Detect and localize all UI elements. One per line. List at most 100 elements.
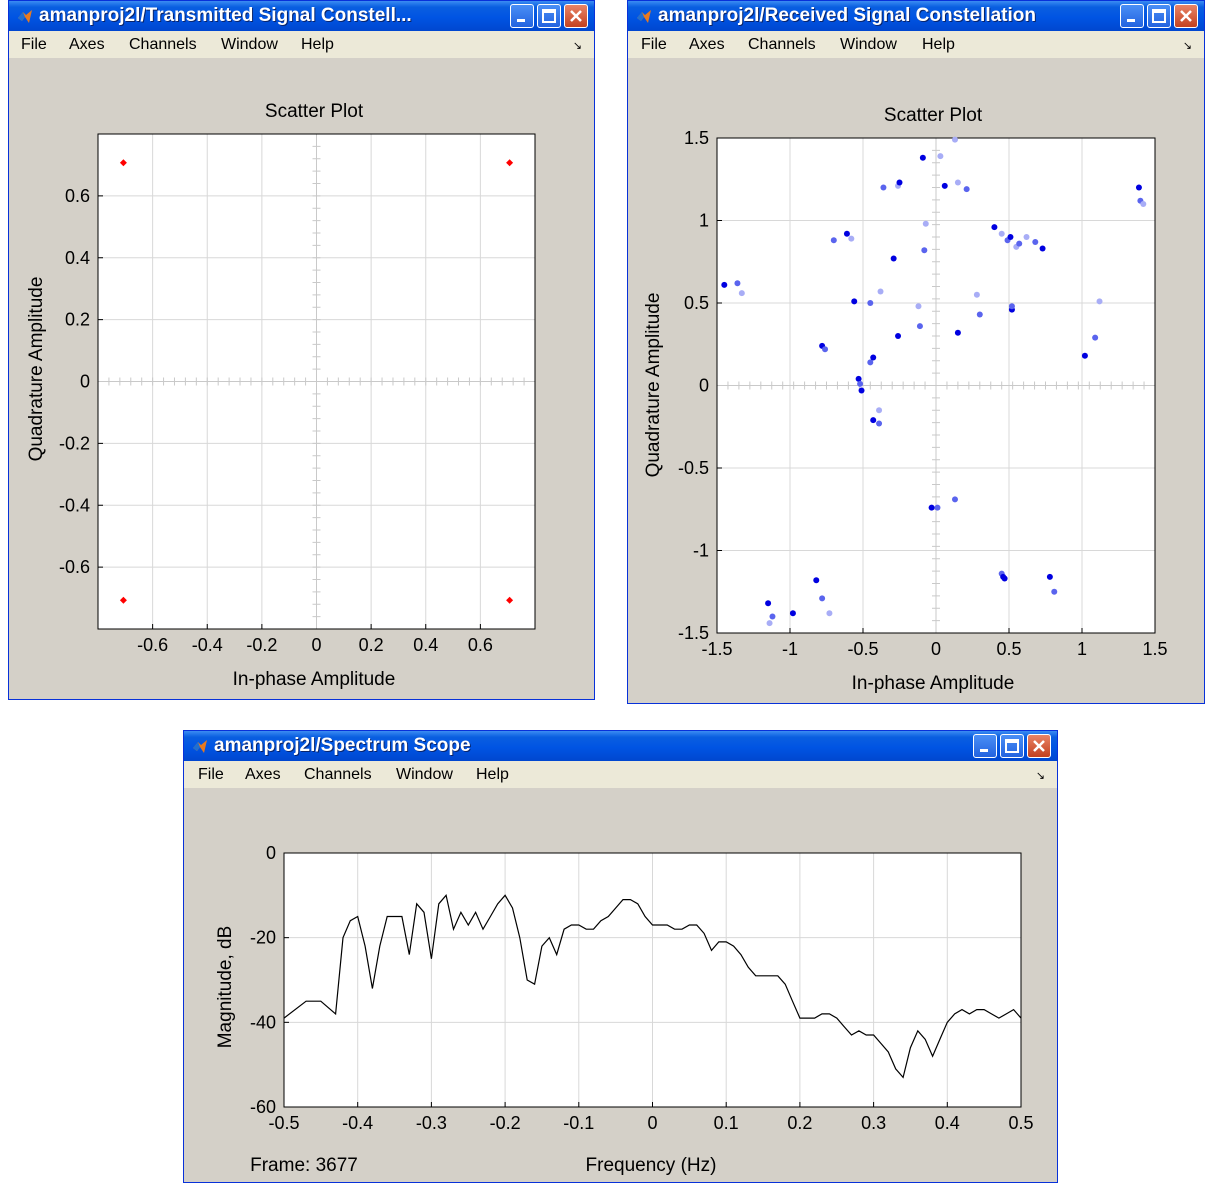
menu-channels[interactable]: Channels: [748, 36, 816, 53]
data-point: [937, 153, 944, 160]
plot-frame: [97, 133, 536, 630]
x-tick-label: -0.4: [342, 1113, 373, 1133]
x-tick-label: 0.2: [359, 635, 384, 655]
menu-file[interactable]: File: [21, 36, 47, 53]
frame-counter: Frame: 3677: [250, 1155, 358, 1176]
transmitted-window: amanproj2l/Transmitted Signal Constell..…: [8, 0, 595, 700]
minimize-button[interactable]: [973, 734, 997, 758]
maximize-button[interactable]: [1147, 4, 1171, 28]
x-tick-label: 0.3: [861, 1113, 886, 1133]
minimize-button[interactable]: [510, 4, 534, 28]
menu-axes[interactable]: Axes: [689, 36, 725, 53]
x-axis-label: In-phase Amplitude: [852, 673, 1015, 694]
data-point: [789, 610, 796, 617]
data-point: [858, 387, 865, 394]
dock-arrow-icon[interactable]: ↘: [572, 39, 582, 52]
data-point: [830, 237, 837, 244]
menu-axes[interactable]: Axes: [245, 766, 281, 783]
data-point: [896, 179, 903, 186]
data-point: [119, 159, 127, 167]
chart-title: Scatter Plot: [884, 105, 983, 126]
maximize-button[interactable]: [1000, 734, 1024, 758]
data-point: [1092, 334, 1099, 341]
x-tick-label: -0.5: [268, 1113, 299, 1133]
y-tick-label: 0: [699, 376, 709, 396]
data-point: [915, 303, 922, 310]
data-point: [1140, 201, 1147, 207]
matlab-icon: [193, 740, 207, 753]
maximize-icon: [542, 9, 556, 23]
data-point: [870, 417, 877, 424]
data-point: [506, 159, 514, 167]
title-bar[interactable]: amanproj2l/Spectrum Scope: [184, 731, 1057, 761]
x-tick-label: -0.2: [246, 635, 277, 655]
data-point: [738, 290, 745, 297]
data-point: [1039, 245, 1046, 252]
data-point: [843, 230, 850, 237]
x-tick-label: -0.6: [137, 635, 168, 655]
minimize-icon: [1127, 19, 1135, 22]
window-title: amanproj2l/Spectrum Scope: [214, 735, 471, 756]
data-point: [822, 346, 829, 353]
data-point: [973, 291, 980, 298]
y-axis-label: Quadrature Amplitude: [643, 293, 664, 478]
x-tick-label: -0.1: [563, 1113, 594, 1133]
maximize-icon: [1005, 739, 1019, 753]
menu-file[interactable]: File: [641, 36, 667, 53]
x-tick-label: 0.4: [935, 1113, 960, 1133]
x-tick-label: 1.5: [1142, 639, 1167, 659]
menu-window[interactable]: Window: [396, 766, 453, 783]
data-point: [1096, 298, 1103, 305]
menu-bar: File Axes Channels Window Help ↘: [184, 761, 1057, 788]
title-bar[interactable]: amanproj2l/Transmitted Signal Constell..…: [9, 1, 594, 31]
y-tick-label: -1: [693, 541, 709, 561]
data-point: [813, 577, 820, 584]
matlab-icon: [18, 10, 32, 23]
data-point: [867, 300, 874, 306]
data-point: [765, 600, 772, 607]
minimize-icon: [980, 749, 988, 752]
menu-help[interactable]: Help: [922, 36, 955, 53]
x-tick-label: 0.1: [714, 1113, 739, 1133]
menu-bar: File Axes Channels Window Help ↘: [628, 31, 1204, 58]
data-point: [954, 179, 961, 186]
window-title: amanproj2l/Received Signal Constellation: [658, 5, 1036, 26]
y-tick-label: -0.2: [59, 433, 90, 453]
x-tick-label: -0.3: [416, 1113, 447, 1133]
minimize-button[interactable]: [1120, 4, 1144, 28]
data-point: [895, 333, 902, 339]
transmitted-scatter-plot: Scatter Plot In-phase Amplitude Quadratu…: [26, 101, 536, 690]
menu-help[interactable]: Help: [301, 36, 334, 53]
dock-arrow-icon[interactable]: ↘: [1035, 769, 1045, 782]
maximize-icon: [1152, 9, 1166, 23]
title-bar[interactable]: amanproj2l/Received Signal Constellation: [628, 1, 1204, 31]
x-axis-label: Frequency (Hz): [586, 1155, 717, 1176]
data-point: [734, 280, 741, 287]
y-tick-label: -1.5: [678, 623, 709, 643]
dock-arrow-icon[interactable]: ↘: [1182, 39, 1192, 52]
menu-window[interactable]: Window: [840, 36, 897, 53]
data-point: [1032, 238, 1039, 245]
menu-window[interactable]: Window: [221, 36, 278, 53]
y-tick-label: 0.2: [65, 310, 90, 330]
menu-file[interactable]: File: [198, 766, 224, 783]
data-point: [880, 184, 887, 191]
x-tick-label: -0.2: [490, 1113, 521, 1133]
menu-help[interactable]: Help: [476, 766, 509, 783]
x-tick-label: 0.6: [468, 635, 493, 655]
y-tick-label: 1: [699, 211, 709, 231]
maximize-button[interactable]: [537, 4, 561, 28]
data-point: [876, 420, 883, 427]
close-button[interactable]: [564, 4, 588, 28]
close-button[interactable]: [1027, 734, 1051, 758]
menu-channels[interactable]: Channels: [129, 36, 197, 53]
x-tick-label: 0.5: [1008, 1113, 1033, 1133]
close-button[interactable]: [1174, 4, 1198, 28]
data-point: [954, 329, 961, 336]
menu-channels[interactable]: Channels: [304, 766, 372, 783]
x-tick-label: -1: [782, 639, 798, 659]
x-tick-label: -0.4: [192, 635, 223, 655]
menu-axes[interactable]: Axes: [69, 36, 105, 53]
data-point: [119, 596, 127, 604]
x-axis-label: In-phase Amplitude: [233, 669, 396, 690]
